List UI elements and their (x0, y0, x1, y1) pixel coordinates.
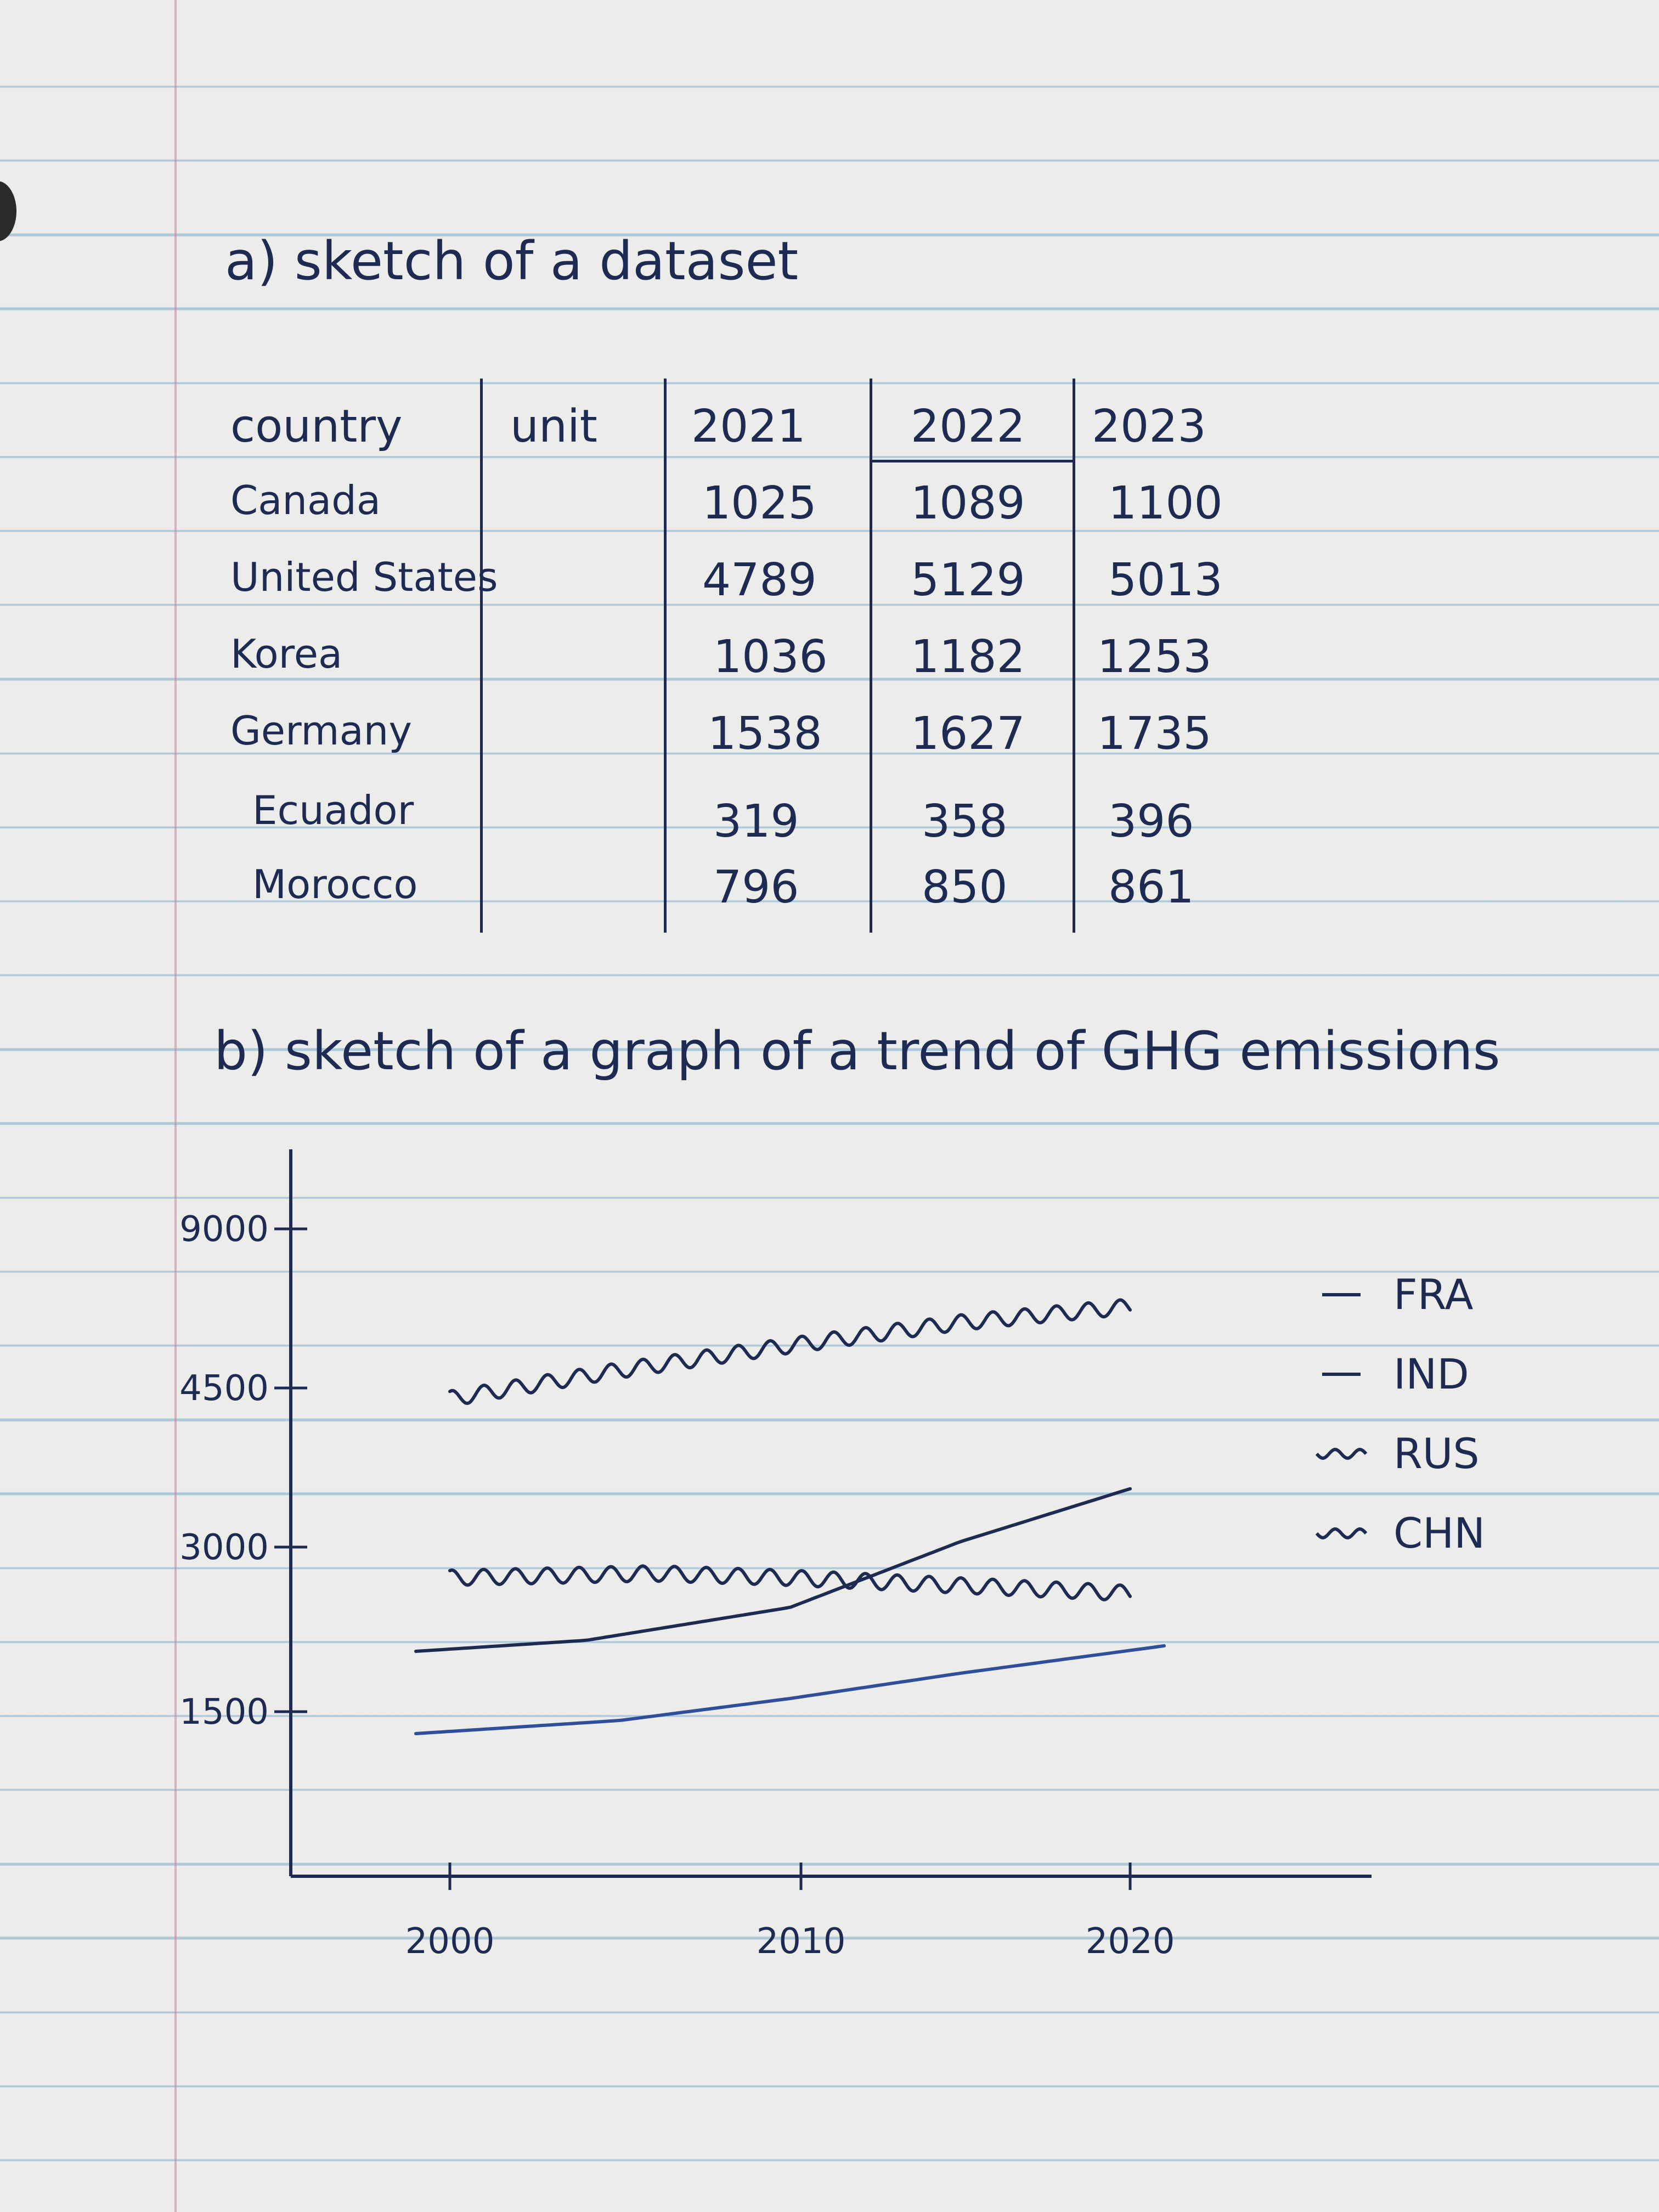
table-cell: 1089 (911, 477, 1025, 529)
x-tick-label: 2000 (405, 1921, 495, 1962)
series-line-chn (448, 1298, 1132, 1405)
column-header: 2021 (691, 400, 806, 453)
table-cell: 358 (922, 795, 1008, 848)
y-tick-label: 9000 (179, 1209, 269, 1250)
x-tick-label: 2020 (1086, 1921, 1175, 1962)
emissions-trend-chart: 9000 4500 3000 1500 2000 2010 2020 FRA IND RUS CH… (110, 1125, 1547, 2002)
table-cell-country: Korea (230, 631, 343, 677)
table-cell-country: Ecuador (252, 787, 414, 833)
table-cell: 319 (713, 795, 799, 848)
margin-line (174, 0, 177, 2212)
column-header: 2022 (911, 400, 1025, 453)
table-cell: 396 (1108, 795, 1194, 848)
table-cell: 1735 (1097, 708, 1212, 760)
axis-ticks: 9000 4500 3000 1500 2000 2010 2020 (179, 1209, 1175, 1962)
table-cell: 861 (1108, 861, 1194, 913)
legend-label: IND (1393, 1350, 1469, 1398)
table-cell: 796 (713, 861, 799, 913)
table-divider (870, 460, 1073, 462)
table-divider (1073, 379, 1075, 933)
table-cell-country: Morocco (252, 861, 418, 907)
column-header: unit (510, 400, 597, 453)
legend-label: CHN (1393, 1509, 1485, 1558)
table-divider (480, 379, 483, 933)
heading-b: b) sketch of a graph of a trend of GHG e… (214, 1020, 1500, 1082)
legend-label: RUS (1393, 1429, 1480, 1478)
table-cell: 1025 (702, 477, 817, 529)
table-cell: 850 (922, 861, 1008, 913)
table-cell: 5013 (1108, 554, 1223, 606)
table-cell: 1100 (1108, 477, 1223, 529)
series-line-rus (448, 1564, 1132, 1601)
column-header: country (230, 400, 403, 453)
series-line-fra (414, 1487, 1132, 1653)
table-cell: 1538 (708, 708, 822, 760)
dataset-table: country unit 2021 2022 2023 Canada 1025 … (230, 379, 1273, 944)
column-header: 2023 (1092, 400, 1206, 453)
table-divider (870, 379, 872, 933)
table-cell-country: United States (230, 554, 498, 600)
heading-a: a) sketch of a dataset (225, 230, 799, 292)
y-tick-label: 1500 (179, 1692, 269, 1733)
x-tick-label: 2010 (757, 1921, 846, 1962)
table-divider (664, 379, 667, 933)
table-cell-country: Canada (230, 477, 381, 523)
table-cell: 1036 (713, 631, 828, 683)
chart-svg: 9000 4500 3000 1500 2000 2010 2020 FRA IND RUS CH… (179, 1149, 1485, 1962)
legend-label: FRA (1393, 1270, 1473, 1319)
y-tick-label: 4500 (179, 1368, 269, 1409)
table-cell: 1627 (911, 708, 1025, 760)
table-cell: 1253 (1097, 631, 1212, 683)
table-cell: 5129 (911, 554, 1025, 606)
legend-swatch (1315, 1447, 1368, 1460)
table-cell: 4789 (702, 554, 817, 606)
series-line-ind (414, 1644, 1166, 1735)
chart-legend: FRA IND RUS CHN (1315, 1270, 1485, 1558)
y-tick-label: 3000 (179, 1527, 269, 1568)
legend-swatch (1315, 1527, 1368, 1540)
table-cell: 1182 (911, 631, 1025, 683)
chart-series (414, 1298, 1166, 1735)
table-cell-country: Germany (230, 708, 412, 754)
